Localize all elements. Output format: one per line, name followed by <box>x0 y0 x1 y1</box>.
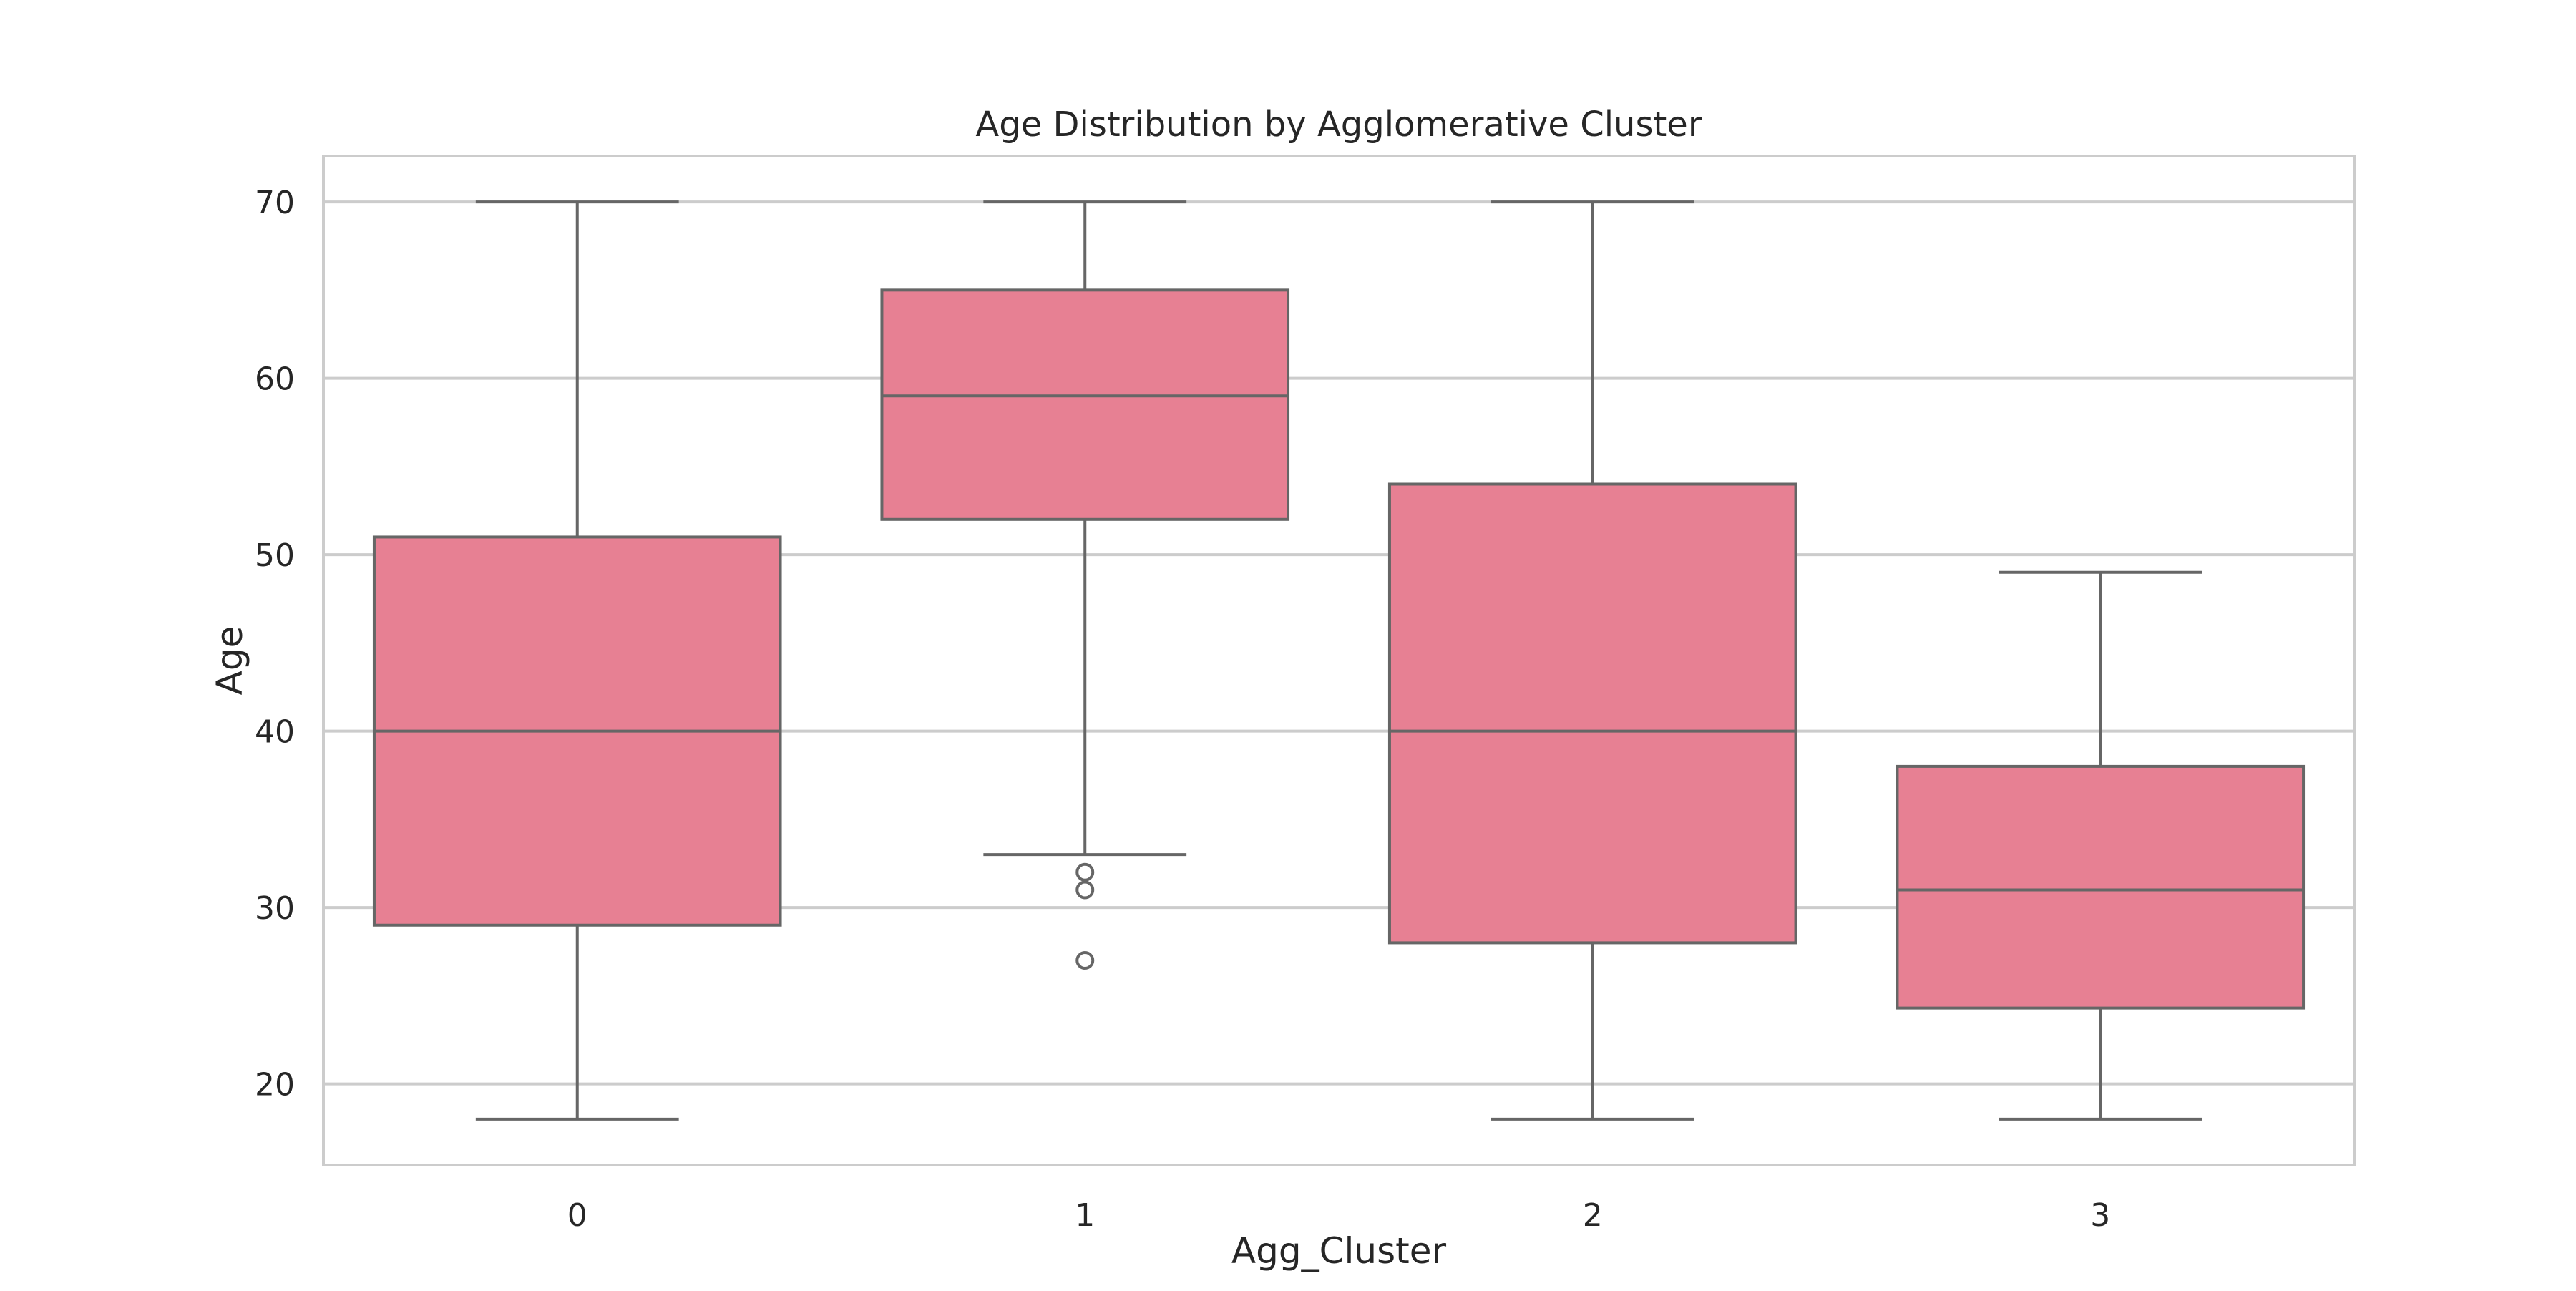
box-layer <box>372 200 2306 1121</box>
y-axis-label: Age <box>209 626 250 696</box>
x-tick-label: 1 <box>1075 1197 1095 1234</box>
iqr-box <box>1896 764 2306 1010</box>
x-tick-label: 2 <box>1583 1197 1603 1234</box>
x-tick-labels: 0 1 2 3 <box>567 1197 2111 1234</box>
outlier-point <box>1075 880 1095 900</box>
x-tick-label: 3 <box>2090 1197 2110 1234</box>
y-tick-label: 70 <box>255 185 295 221</box>
x-axis-label: Agg_Cluster <box>1231 1230 1447 1272</box>
y-tick-label: 60 <box>255 361 295 398</box>
iqr-box <box>1387 482 1797 945</box>
outlier-point <box>1075 862 1095 882</box>
outlier-point <box>1075 951 1095 970</box>
x-tick-label: 0 <box>567 1197 587 1234</box>
iqr-box <box>880 288 1290 521</box>
y-tick-label: 30 <box>255 890 295 927</box>
y-tick-label: 40 <box>255 714 295 751</box>
box-group-cluster-1 <box>880 200 1290 970</box>
plot-frame <box>322 155 2356 1166</box>
box-group-cluster-2 <box>1387 200 1797 1121</box>
box-group-cluster-0 <box>372 200 782 1121</box>
y-tick-labels: 20 30 40 50 60 70 <box>255 185 295 1104</box>
y-tick-label: 20 <box>255 1067 295 1104</box>
chart-title: Age Distribution by Agglomerative Cluste… <box>975 104 1702 145</box>
y-tick-label: 50 <box>255 537 295 574</box>
box-group-cluster-3 <box>1896 570 2306 1121</box>
